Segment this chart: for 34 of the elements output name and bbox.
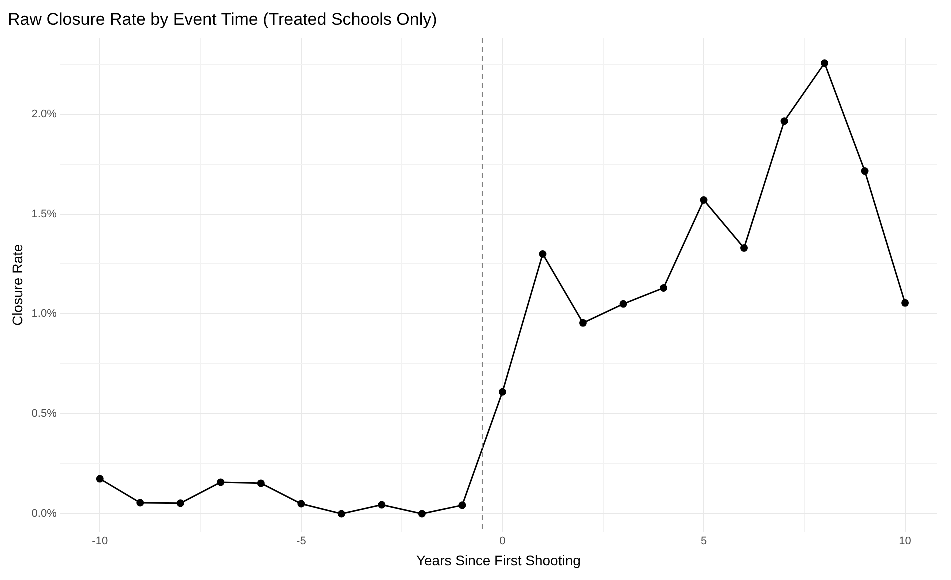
point [418, 510, 426, 518]
point [861, 168, 869, 176]
point [620, 300, 628, 308]
y-tick-label: 2.0% [32, 108, 58, 120]
x-tick-label: 5 [700, 536, 708, 548]
point [579, 319, 587, 327]
chart-title: Raw Closure Rate by Event Time (Treated Schools Only) [8, 10, 438, 29]
point [700, 196, 708, 204]
x-axis-title: Years Since First Shooting [416, 552, 581, 568]
point [176, 500, 184, 508]
point [217, 478, 225, 486]
point [902, 299, 910, 307]
point [378, 501, 386, 509]
point [96, 475, 104, 483]
point [458, 502, 466, 510]
point [740, 244, 748, 252]
x-tick-label: -10 [92, 536, 108, 548]
x-tick-label: -5 [296, 536, 306, 548]
point [338, 510, 346, 518]
x-tick-label: 10 [899, 536, 912, 548]
point [539, 250, 547, 258]
y-tick-label: 0.5% [32, 408, 58, 420]
point [498, 388, 506, 396]
point [136, 499, 144, 507]
point [257, 480, 265, 488]
y-tick-label: 1.5% [32, 208, 58, 220]
point [780, 118, 788, 126]
y-axis-title: Closure Rate [9, 244, 26, 326]
point [298, 500, 306, 508]
y-tick-label: 0.0% [32, 508, 58, 520]
point [660, 284, 668, 292]
point [821, 60, 829, 68]
y-tick-label: 1.0% [32, 308, 58, 320]
x-tick-label: 0 [500, 536, 506, 548]
